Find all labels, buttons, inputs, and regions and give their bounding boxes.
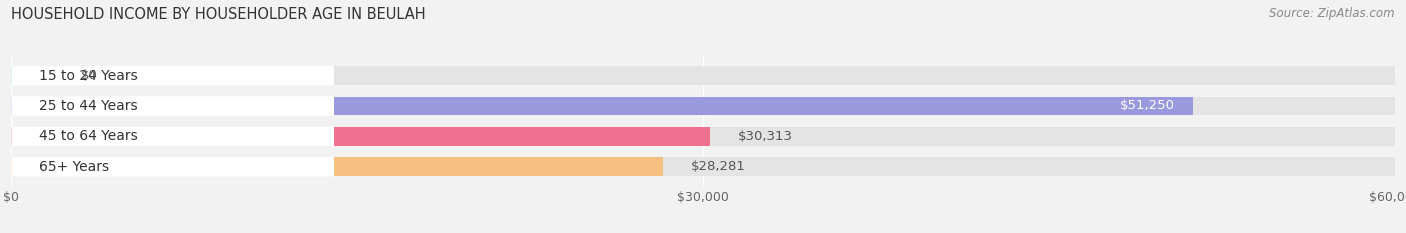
Bar (11, 66, 1395, 85)
Bar (11, 66, 53, 85)
Text: 65+ Years: 65+ Years (39, 160, 110, 174)
Text: $0: $0 (80, 69, 97, 82)
Text: $28,281: $28,281 (690, 160, 747, 173)
Bar (11, 127, 710, 146)
Text: 45 to 64 Years: 45 to 64 Years (39, 129, 138, 143)
Text: $30,313: $30,313 (738, 130, 793, 143)
Bar (11, 97, 1192, 115)
Text: 15 to 24 Years: 15 to 24 Years (39, 69, 138, 83)
Text: 25 to 44 Years: 25 to 44 Years (39, 99, 138, 113)
FancyBboxPatch shape (11, 96, 335, 116)
Text: $51,250: $51,250 (1119, 99, 1174, 113)
FancyBboxPatch shape (11, 157, 335, 176)
Text: HOUSEHOLD INCOME BY HOUSEHOLDER AGE IN BEULAH: HOUSEHOLD INCOME BY HOUSEHOLDER AGE IN B… (11, 7, 426, 22)
Bar (11, 157, 664, 176)
FancyBboxPatch shape (11, 66, 335, 85)
Bar (11, 97, 1395, 115)
Bar (11, 157, 1395, 176)
Bar (11, 127, 1395, 146)
FancyBboxPatch shape (11, 127, 335, 146)
Text: Source: ZipAtlas.com: Source: ZipAtlas.com (1270, 7, 1395, 20)
